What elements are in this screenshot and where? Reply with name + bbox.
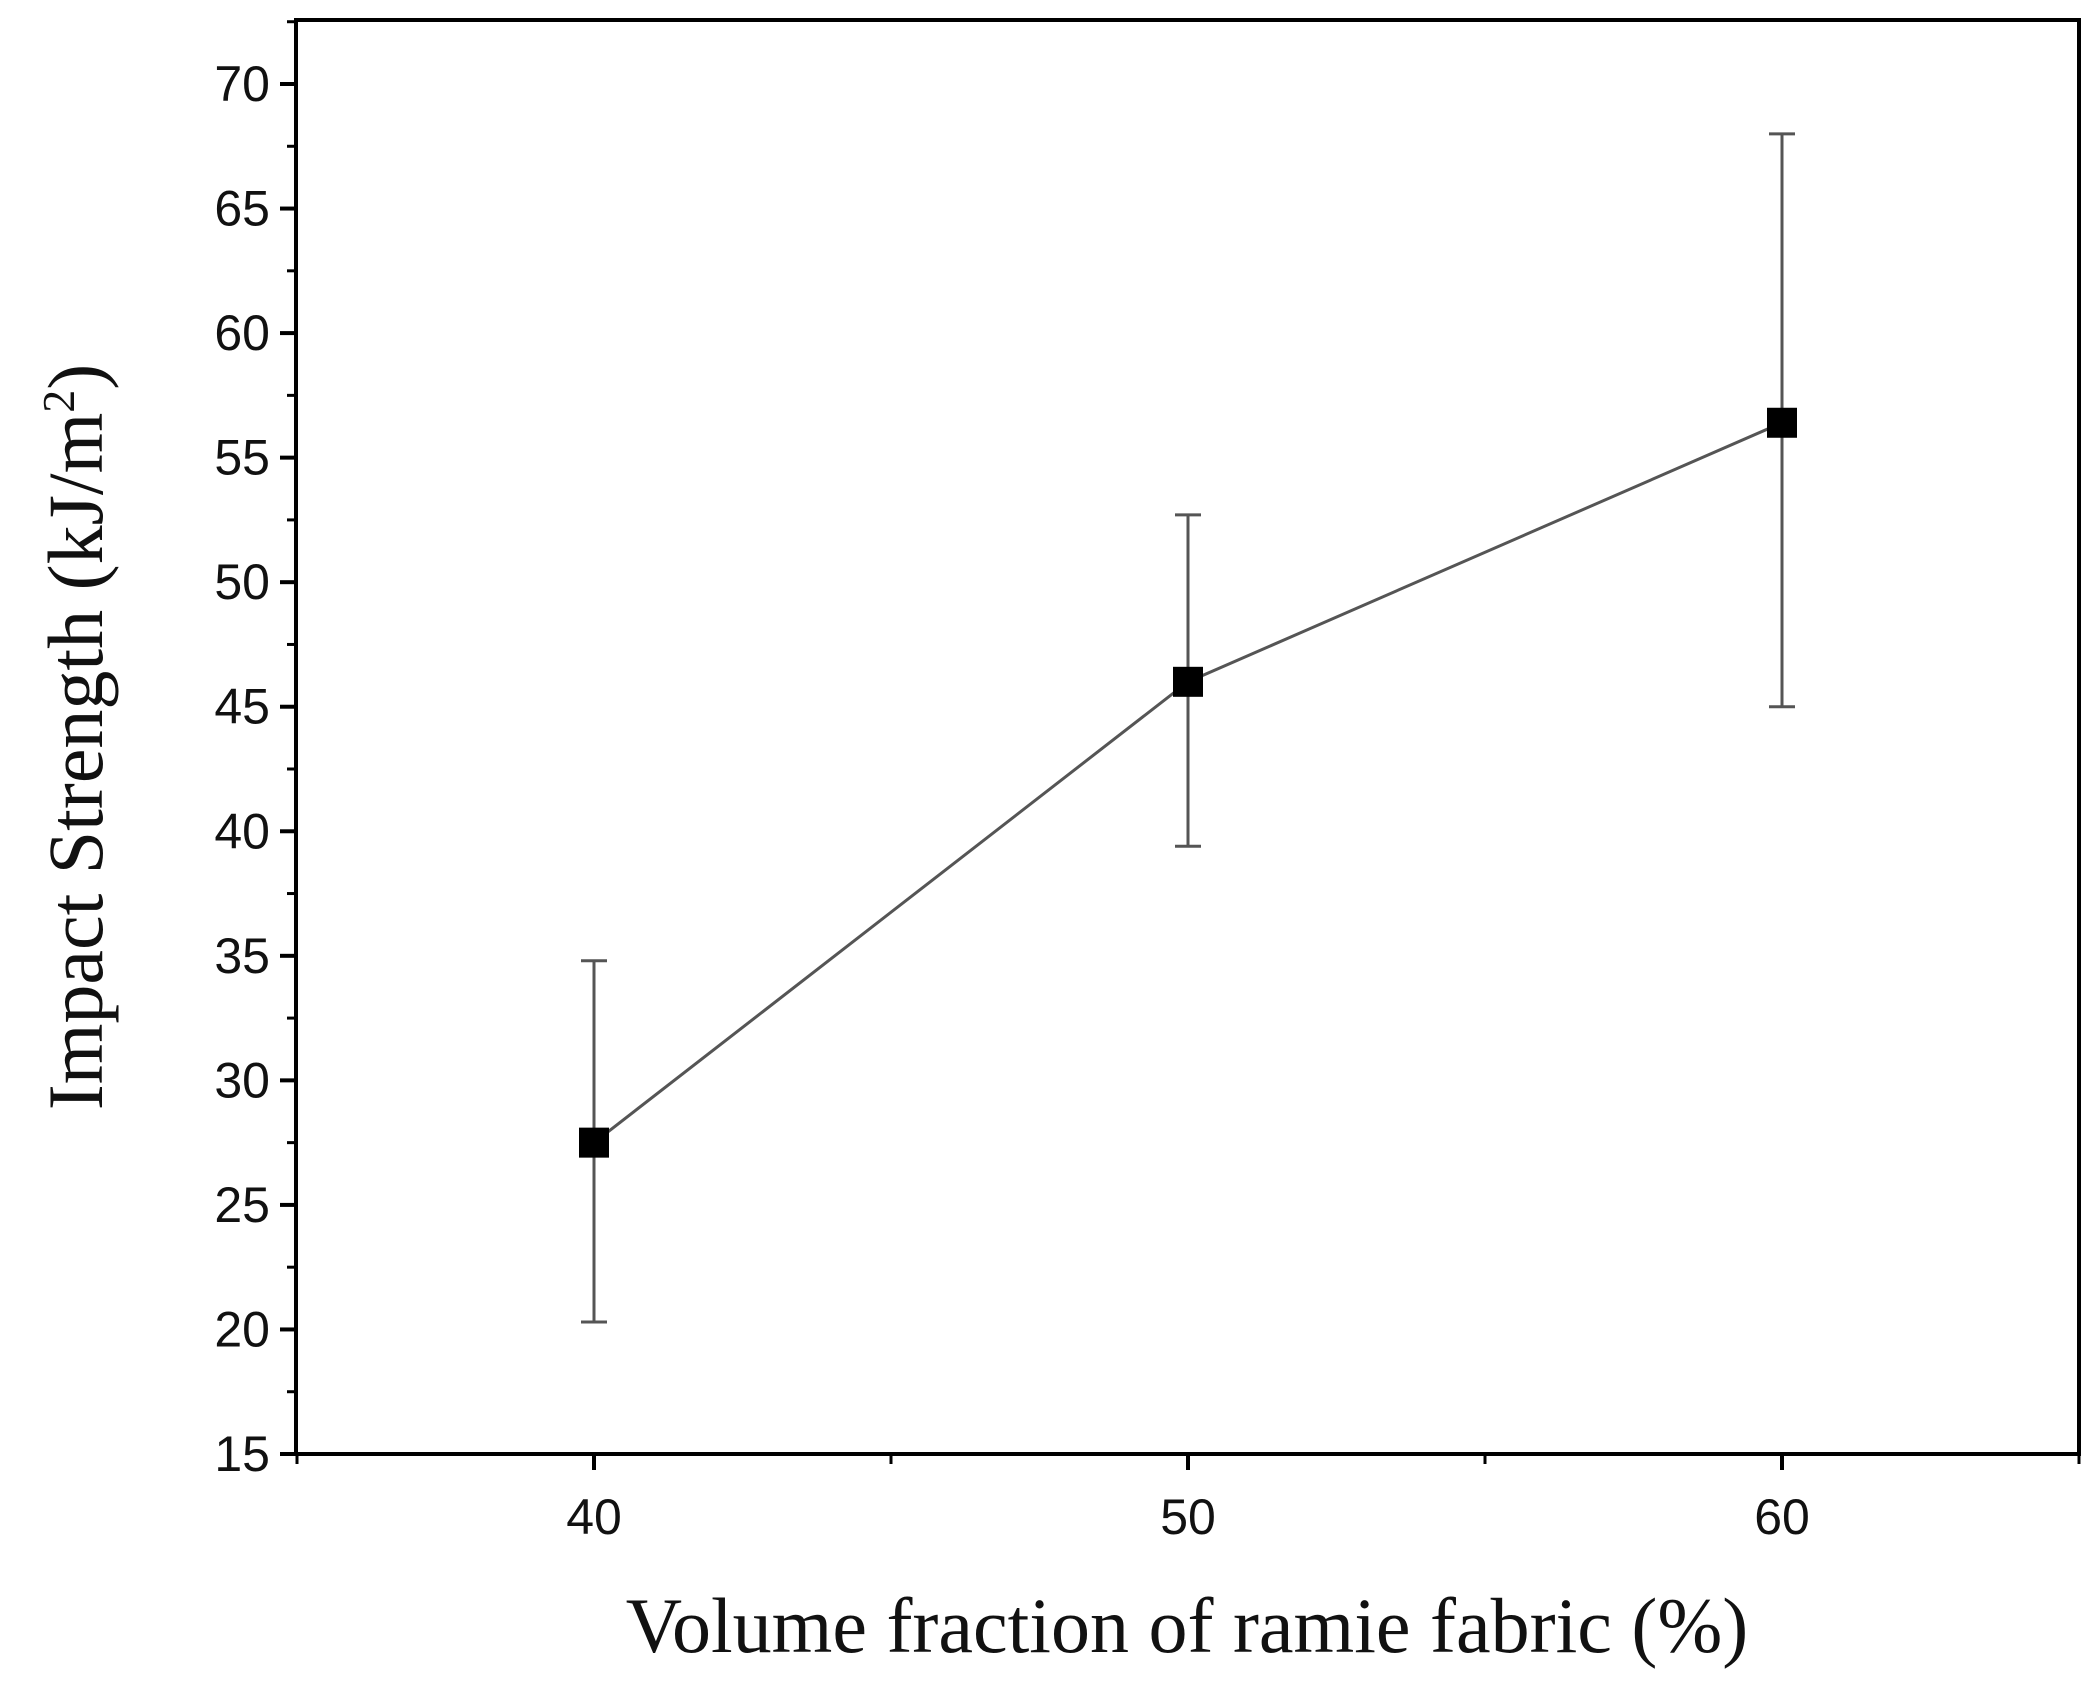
- y-tick-label: 35: [214, 928, 270, 984]
- y-tick-label: 50: [214, 554, 270, 610]
- x-axis-title: Volume fraction of ramie fabric (%): [626, 1582, 1749, 1669]
- y-tick-label: 40: [214, 803, 270, 859]
- y-tick-label: 65: [214, 181, 270, 237]
- y-tick-label: 25: [214, 1177, 270, 1233]
- x-tick-label: 50: [1160, 1489, 1216, 1545]
- y-tick-label: 15: [214, 1426, 270, 1482]
- y-axis-title-main: Impact Strength (kJ/m: [32, 413, 119, 1111]
- y-tick-label: 20: [214, 1301, 270, 1357]
- data-point-marker: [1767, 407, 1797, 438]
- x-axis-ticks: 40 50 60: [295, 1454, 2081, 1545]
- y-tick-label: 55: [214, 430, 270, 486]
- y-tick-label: 30: [214, 1052, 270, 1108]
- data-point-marker: [579, 1127, 609, 1158]
- y-tick-label: 45: [214, 679, 270, 735]
- y-tick-label: 60: [214, 305, 270, 361]
- y-axis-title: Impact Strength (kJ/m2): [32, 364, 119, 1111]
- y-tick-label: 70: [214, 56, 270, 112]
- data-point-marker: [1173, 666, 1203, 697]
- y-axis-title-end: ): [32, 364, 119, 390]
- x-tick-label: 60: [1754, 1489, 1810, 1545]
- y-axis-ticks: 15 20 25 30 35 40 45 50 55 60 65 70: [214, 20, 296, 1482]
- series-layer: [579, 132, 1797, 1324]
- y-axis-title-superscript: 2: [33, 390, 84, 413]
- x-tick-label: 40: [566, 1489, 622, 1545]
